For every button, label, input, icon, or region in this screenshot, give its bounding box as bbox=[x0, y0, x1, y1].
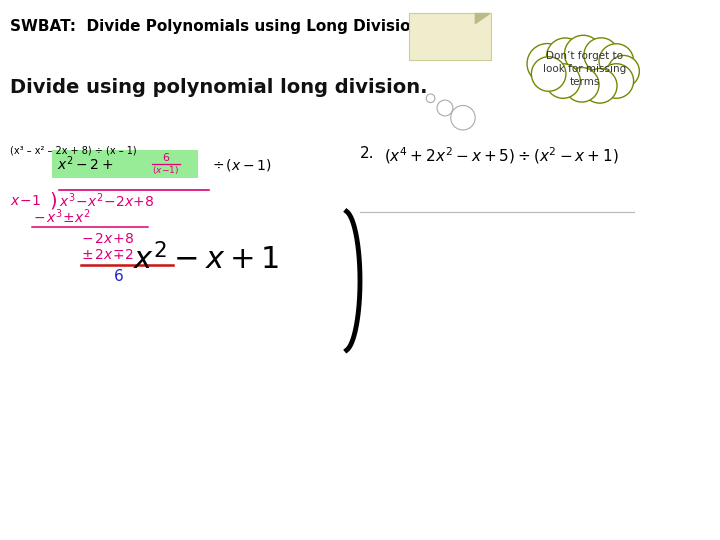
Circle shape bbox=[531, 57, 566, 91]
Text: $\mathit{x}^2 - 2 +$: $\mathit{x}^2 - 2 +$ bbox=[58, 155, 114, 173]
Text: SWBAT:  Divide Polynomials using Long Division: SWBAT: Divide Polynomials using Long Div… bbox=[10, 19, 421, 34]
Text: 6: 6 bbox=[114, 269, 124, 284]
Circle shape bbox=[546, 38, 584, 76]
FancyBboxPatch shape bbox=[53, 150, 198, 178]
Polygon shape bbox=[475, 14, 490, 24]
Circle shape bbox=[599, 64, 634, 98]
Text: (x³ – x² – 2x + 8) ÷ (x – 1): (x³ – x² – 2x + 8) ÷ (x – 1) bbox=[10, 146, 137, 156]
Circle shape bbox=[546, 64, 580, 98]
Text: ): ) bbox=[49, 191, 57, 211]
Text: $\pm\,2x\!\mp\!2$: $\pm\,2x\!\mp\!2$ bbox=[81, 248, 133, 262]
Circle shape bbox=[437, 100, 453, 116]
Circle shape bbox=[451, 105, 475, 130]
Circle shape bbox=[564, 68, 599, 102]
Circle shape bbox=[608, 56, 639, 87]
Circle shape bbox=[582, 69, 617, 103]
Text: $\div\,(x-1)$: $\div\,(x-1)$ bbox=[212, 157, 272, 173]
Text: $x^2 - x + 1$: $x^2 - x + 1$ bbox=[133, 243, 279, 275]
Text: Divide using polynomial long division.: Divide using polynomial long division. bbox=[10, 78, 428, 97]
Text: $(x^4 + 2x^2 - x + 5) \div (x^2 - x + 1)$: $(x^4 + 2x^2 - x + 5) \div (x^2 - x + 1)… bbox=[384, 146, 618, 166]
Text: $x^3\!-\!x^2\!-\!2x\!+\!8$: $x^3\!-\!x^2\!-\!2x\!+\!8$ bbox=[59, 192, 155, 210]
Text: $-\,2x\!+\!8$: $-\,2x\!+\!8$ bbox=[81, 232, 134, 246]
Circle shape bbox=[599, 44, 634, 78]
Text: $-\,x^3\!\pm\!x^2$: $-\,x^3\!\pm\!x^2$ bbox=[33, 208, 91, 226]
Circle shape bbox=[527, 44, 567, 84]
Text: $x\!-\!1$: $x\!-\!1$ bbox=[10, 194, 41, 208]
Text: 2.: 2. bbox=[360, 146, 374, 161]
Circle shape bbox=[564, 35, 602, 73]
Text: $(x\!-\!1)$: $(x\!-\!1)$ bbox=[152, 164, 179, 176]
Circle shape bbox=[426, 94, 435, 103]
FancyBboxPatch shape bbox=[410, 12, 490, 60]
Text: 6: 6 bbox=[162, 153, 169, 164]
Text: Don’t forget to
look for missing
terms: Don’t forget to look for missing terms bbox=[543, 51, 626, 87]
Circle shape bbox=[584, 38, 618, 72]
